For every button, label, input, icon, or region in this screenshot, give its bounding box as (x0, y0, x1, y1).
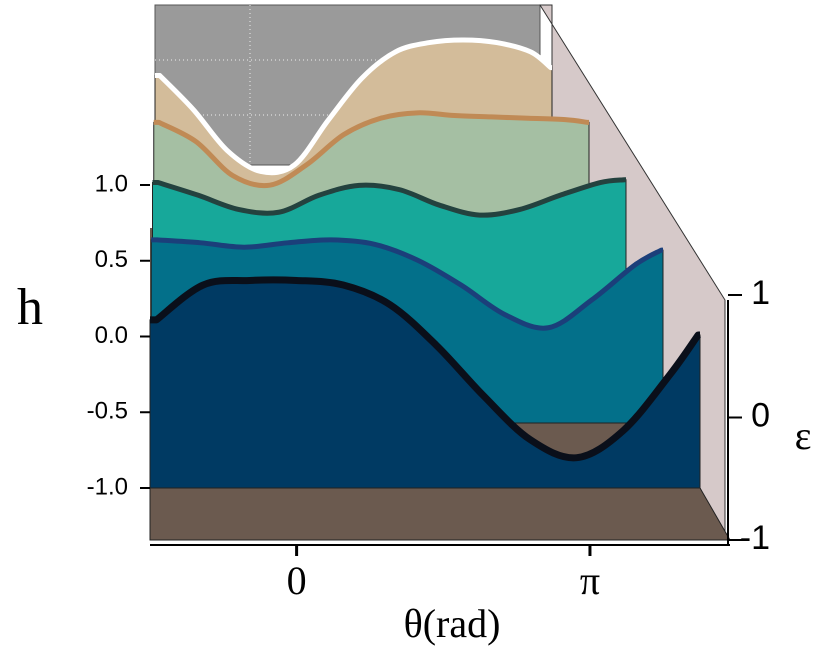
y-tick-label: 0.5 (95, 246, 128, 273)
z-axis-label: ε (795, 413, 812, 458)
layer-line (150, 276, 702, 462)
y-tick-label: -1.0 (87, 473, 128, 500)
layer-line (155, 37, 554, 176)
layer-line (151, 237, 664, 331)
y-tick-label: 0.0 (95, 322, 128, 349)
z-tick-label: 1 (751, 274, 770, 312)
x-tick-label: π (580, 558, 600, 603)
floor-front (149, 487, 731, 541)
x-axis-label: θ(rad) (404, 601, 501, 646)
y-tick-label: 1.0 (95, 170, 128, 197)
x-tick-label: 0 (287, 558, 307, 603)
y-axis-label: h (17, 279, 43, 336)
z-tick-label: -1 (740, 519, 770, 557)
layer-line (153, 110, 591, 189)
y-tick-label: -0.5 (87, 398, 128, 425)
z-tick-label: 0 (751, 396, 770, 434)
layer-line (152, 177, 627, 218)
